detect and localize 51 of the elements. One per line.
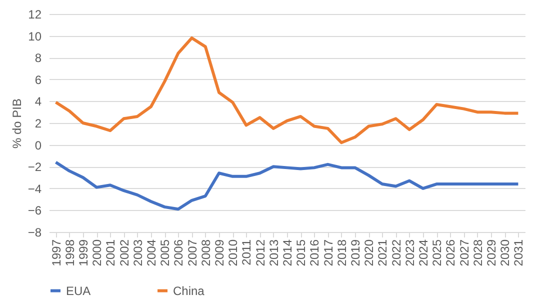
x-tick-label: 2005 — [158, 239, 172, 266]
y-tick-label: 12 — [28, 8, 42, 22]
y-tick-label: 0 — [34, 138, 42, 152]
x-tick-label: 2010 — [226, 239, 240, 266]
x-tick-label: 1997 — [49, 239, 64, 266]
x-tick-label: 2028 — [470, 239, 485, 266]
x-tick-label: 2002 — [117, 239, 132, 266]
y-tick-label: 8 — [34, 51, 42, 66]
y-tick-label: −6 — [28, 204, 42, 218]
x-tick-label: 2015 — [294, 239, 308, 266]
x-tick-label: 2030 — [498, 239, 512, 266]
x-tick-label: 2023 — [402, 239, 417, 266]
x-tick-label: 2012 — [253, 239, 268, 266]
x-tick-label: 2029 — [484, 239, 498, 266]
x-tick-label: 1999 — [76, 239, 90, 266]
x-tick-label: 2011 — [240, 239, 254, 266]
x-tick-label: 2014 — [280, 239, 294, 266]
x-tick-label: 2027 — [457, 239, 472, 266]
x-tick-label: 2013 — [266, 239, 281, 266]
y-tick-label: −4 — [28, 182, 42, 196]
x-tick-label: 2003 — [130, 239, 145, 266]
legend-label: China — [173, 284, 205, 298]
x-tick-label: 2007 — [185, 239, 200, 266]
line-series — [54, 160, 520, 211]
x-tick-label: 2020 — [362, 239, 376, 266]
x-tick-label: 2019 — [348, 239, 362, 266]
x-tick-label: 2018 — [334, 239, 349, 266]
x-tick-label: 2021 — [376, 239, 390, 266]
x-tick-label: 2006 — [172, 239, 186, 266]
x-tick-label: 2000 — [90, 239, 104, 266]
x-tick-label: 2024 — [416, 239, 430, 266]
line-series — [54, 36, 520, 144]
x-tick-label: 2025 — [430, 239, 444, 266]
y-axis-title: % do PIB — [10, 98, 24, 149]
x-tick-label: 2001 — [104, 239, 118, 266]
x-tick-label: 2004 — [144, 239, 158, 266]
x-tick-label: 2016 — [308, 239, 322, 266]
legend-label: EUA — [66, 284, 91, 298]
x-tick-label: 2009 — [212, 239, 226, 266]
y-tick-label: 2 — [34, 116, 42, 130]
x-tick-label: 1998 — [62, 239, 77, 266]
x-tick-label: 2017 — [321, 239, 336, 266]
y-tick-label: −8 — [28, 226, 42, 240]
x-tick-label: 2031 — [512, 239, 526, 266]
x-tick-label: 2022 — [389, 239, 404, 266]
x-tick-label: 2026 — [444, 239, 458, 266]
y-tick-label: 6 — [34, 72, 42, 87]
y-tick-label: −2 — [28, 160, 42, 174]
y-tick-label: 10 — [28, 29, 42, 44]
x-tick-label: 2008 — [198, 239, 213, 266]
y-tick-label: 4 — [34, 94, 42, 109]
